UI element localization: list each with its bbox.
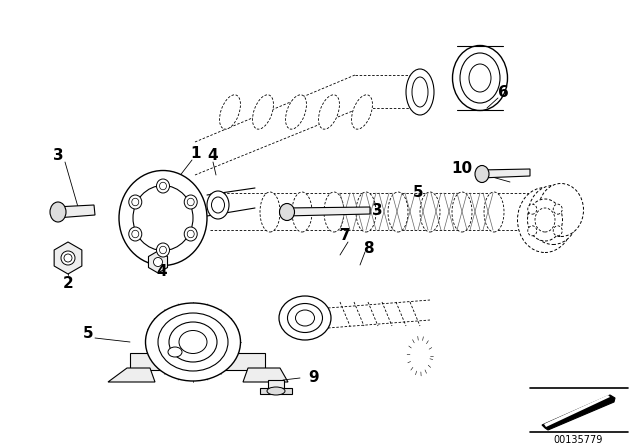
Ellipse shape [133, 185, 193, 250]
Ellipse shape [159, 182, 166, 190]
Ellipse shape [388, 192, 408, 232]
Ellipse shape [159, 246, 166, 254]
Ellipse shape [527, 199, 563, 241]
Ellipse shape [553, 204, 562, 214]
Ellipse shape [356, 192, 376, 232]
Ellipse shape [279, 296, 331, 340]
Ellipse shape [158, 313, 228, 371]
Ellipse shape [528, 185, 578, 245]
Ellipse shape [260, 192, 280, 232]
Text: 8: 8 [363, 241, 373, 255]
Ellipse shape [132, 198, 139, 206]
Ellipse shape [535, 208, 555, 232]
Ellipse shape [292, 192, 312, 232]
Ellipse shape [280, 203, 294, 220]
Ellipse shape [129, 195, 142, 209]
Text: 3: 3 [52, 147, 63, 163]
Ellipse shape [157, 179, 170, 193]
Polygon shape [54, 242, 82, 274]
Text: 5: 5 [83, 326, 93, 340]
Polygon shape [260, 388, 292, 394]
Ellipse shape [538, 184, 584, 237]
Ellipse shape [460, 53, 500, 103]
Text: 9: 9 [308, 370, 319, 385]
Ellipse shape [469, 64, 491, 92]
Ellipse shape [324, 192, 344, 232]
Ellipse shape [253, 95, 273, 129]
Ellipse shape [50, 202, 66, 222]
Ellipse shape [528, 226, 537, 236]
Ellipse shape [168, 347, 182, 357]
Text: 4: 4 [157, 264, 167, 280]
Ellipse shape [211, 197, 225, 213]
Ellipse shape [484, 192, 504, 232]
Ellipse shape [452, 46, 508, 111]
Ellipse shape [119, 171, 207, 266]
Ellipse shape [188, 198, 194, 206]
Ellipse shape [188, 230, 194, 238]
Ellipse shape [154, 258, 163, 267]
Ellipse shape [319, 95, 339, 129]
Ellipse shape [129, 227, 142, 241]
Ellipse shape [420, 192, 440, 232]
Polygon shape [285, 207, 370, 216]
Polygon shape [148, 251, 168, 273]
Ellipse shape [528, 204, 537, 214]
Polygon shape [130, 353, 265, 370]
Text: 5: 5 [413, 185, 423, 199]
Text: 1: 1 [191, 146, 201, 160]
Ellipse shape [267, 387, 285, 395]
Ellipse shape [351, 95, 372, 129]
Ellipse shape [132, 230, 139, 238]
Polygon shape [55, 205, 95, 218]
Ellipse shape [179, 331, 207, 353]
Ellipse shape [145, 303, 241, 381]
Ellipse shape [296, 310, 314, 326]
Polygon shape [108, 368, 155, 382]
Polygon shape [268, 380, 284, 388]
Ellipse shape [64, 254, 72, 262]
Polygon shape [542, 395, 615, 430]
Text: 7: 7 [340, 228, 350, 242]
Ellipse shape [475, 165, 489, 182]
Text: 3: 3 [372, 202, 383, 217]
Ellipse shape [287, 303, 323, 332]
Ellipse shape [207, 191, 229, 219]
Ellipse shape [553, 226, 562, 236]
Ellipse shape [452, 192, 472, 232]
Text: 00135779: 00135779 [554, 435, 603, 445]
Text: 10: 10 [451, 160, 472, 176]
Polygon shape [480, 169, 530, 178]
Polygon shape [544, 395, 610, 427]
Ellipse shape [184, 227, 197, 241]
Ellipse shape [406, 69, 434, 115]
Ellipse shape [285, 95, 307, 129]
Ellipse shape [157, 243, 170, 257]
Text: 2: 2 [63, 276, 74, 290]
Text: 6: 6 [498, 85, 508, 99]
Ellipse shape [169, 322, 217, 362]
Ellipse shape [518, 188, 573, 253]
Ellipse shape [61, 251, 75, 265]
Ellipse shape [412, 77, 428, 107]
Ellipse shape [184, 195, 197, 209]
Ellipse shape [220, 95, 241, 129]
Polygon shape [243, 368, 288, 382]
Text: 4: 4 [208, 147, 218, 163]
